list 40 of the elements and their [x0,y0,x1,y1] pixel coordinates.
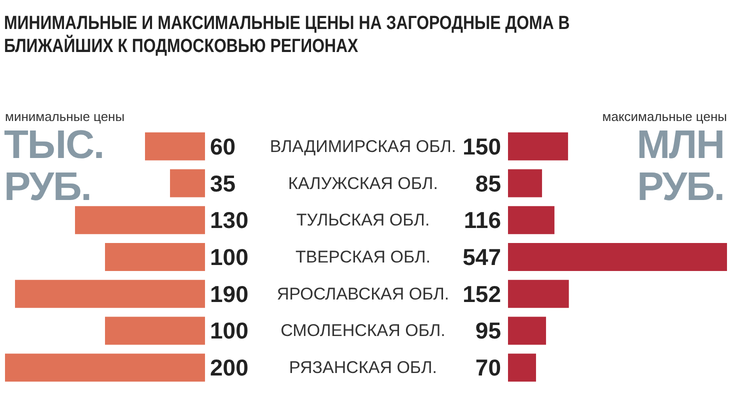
y-tick-label: ЯРОСЛАВСКАЯ ОБЛ. [276,284,450,304]
x-axis-title: МЛН РУБ. [636,123,724,209]
bar [105,316,205,345]
data-label: 130 [210,207,248,234]
data-label: 70 [475,354,501,381]
data-label: 35 [210,170,236,196]
data-label: 547 [462,244,501,270]
chart-subtitle: минимальные цены [5,109,125,124]
y-tick-label: ТУЛЬСКАЯ ОБЛ. [296,210,430,230]
bar [508,169,542,198]
bar [5,354,205,382]
data-label: 100 [210,318,248,344]
data-label: 116 [464,207,501,234]
data-label: 200 [210,354,248,381]
data-label: 95 [475,318,502,344]
bar [508,206,554,234]
data-label: 60 [210,133,236,160]
data-label: 100 [210,244,248,270]
y-tick-label: ВЛАДИМИРСКАЯ ОБЛ. [270,136,456,156]
bar [15,280,205,308]
bar [508,316,546,345]
data-label: 150 [462,133,501,160]
bar [508,354,536,382]
y-tick-label: РЯЗАНСКАЯ ОБЛ. [289,358,437,378]
bar [105,242,205,271]
y-tick-label: ТВЕРСКАЯ ОБЛ. [296,248,430,266]
x-axis-title: ТЫС. РУБ. [4,123,104,209]
bar [508,242,727,271]
data-label: 152 [462,280,501,307]
bar [75,206,205,234]
bar [170,169,205,198]
data-label: 85 [475,170,502,196]
bar [508,280,569,308]
bar [145,132,205,160]
data-label: 190 [210,280,248,307]
y-tick-label: КАЛУЖСКАЯ ОБЛ. [288,174,438,193]
bar [508,132,568,160]
chart-subtitle: максимальные цены [602,109,727,124]
text: МИНИМАЛЬНЫЕ И МАКСИМАЛЬНЫЕ ЦЕНЫ НА ЗАГОРОДНЫЕ ДОМА В БЛИЖАЙШИХ К ПОДМОСКОВЬЮ РЕГИОНАХ [4,12,571,58]
y-tick-label: СМОЛЕНСКАЯ ОБЛ. [280,321,446,340]
